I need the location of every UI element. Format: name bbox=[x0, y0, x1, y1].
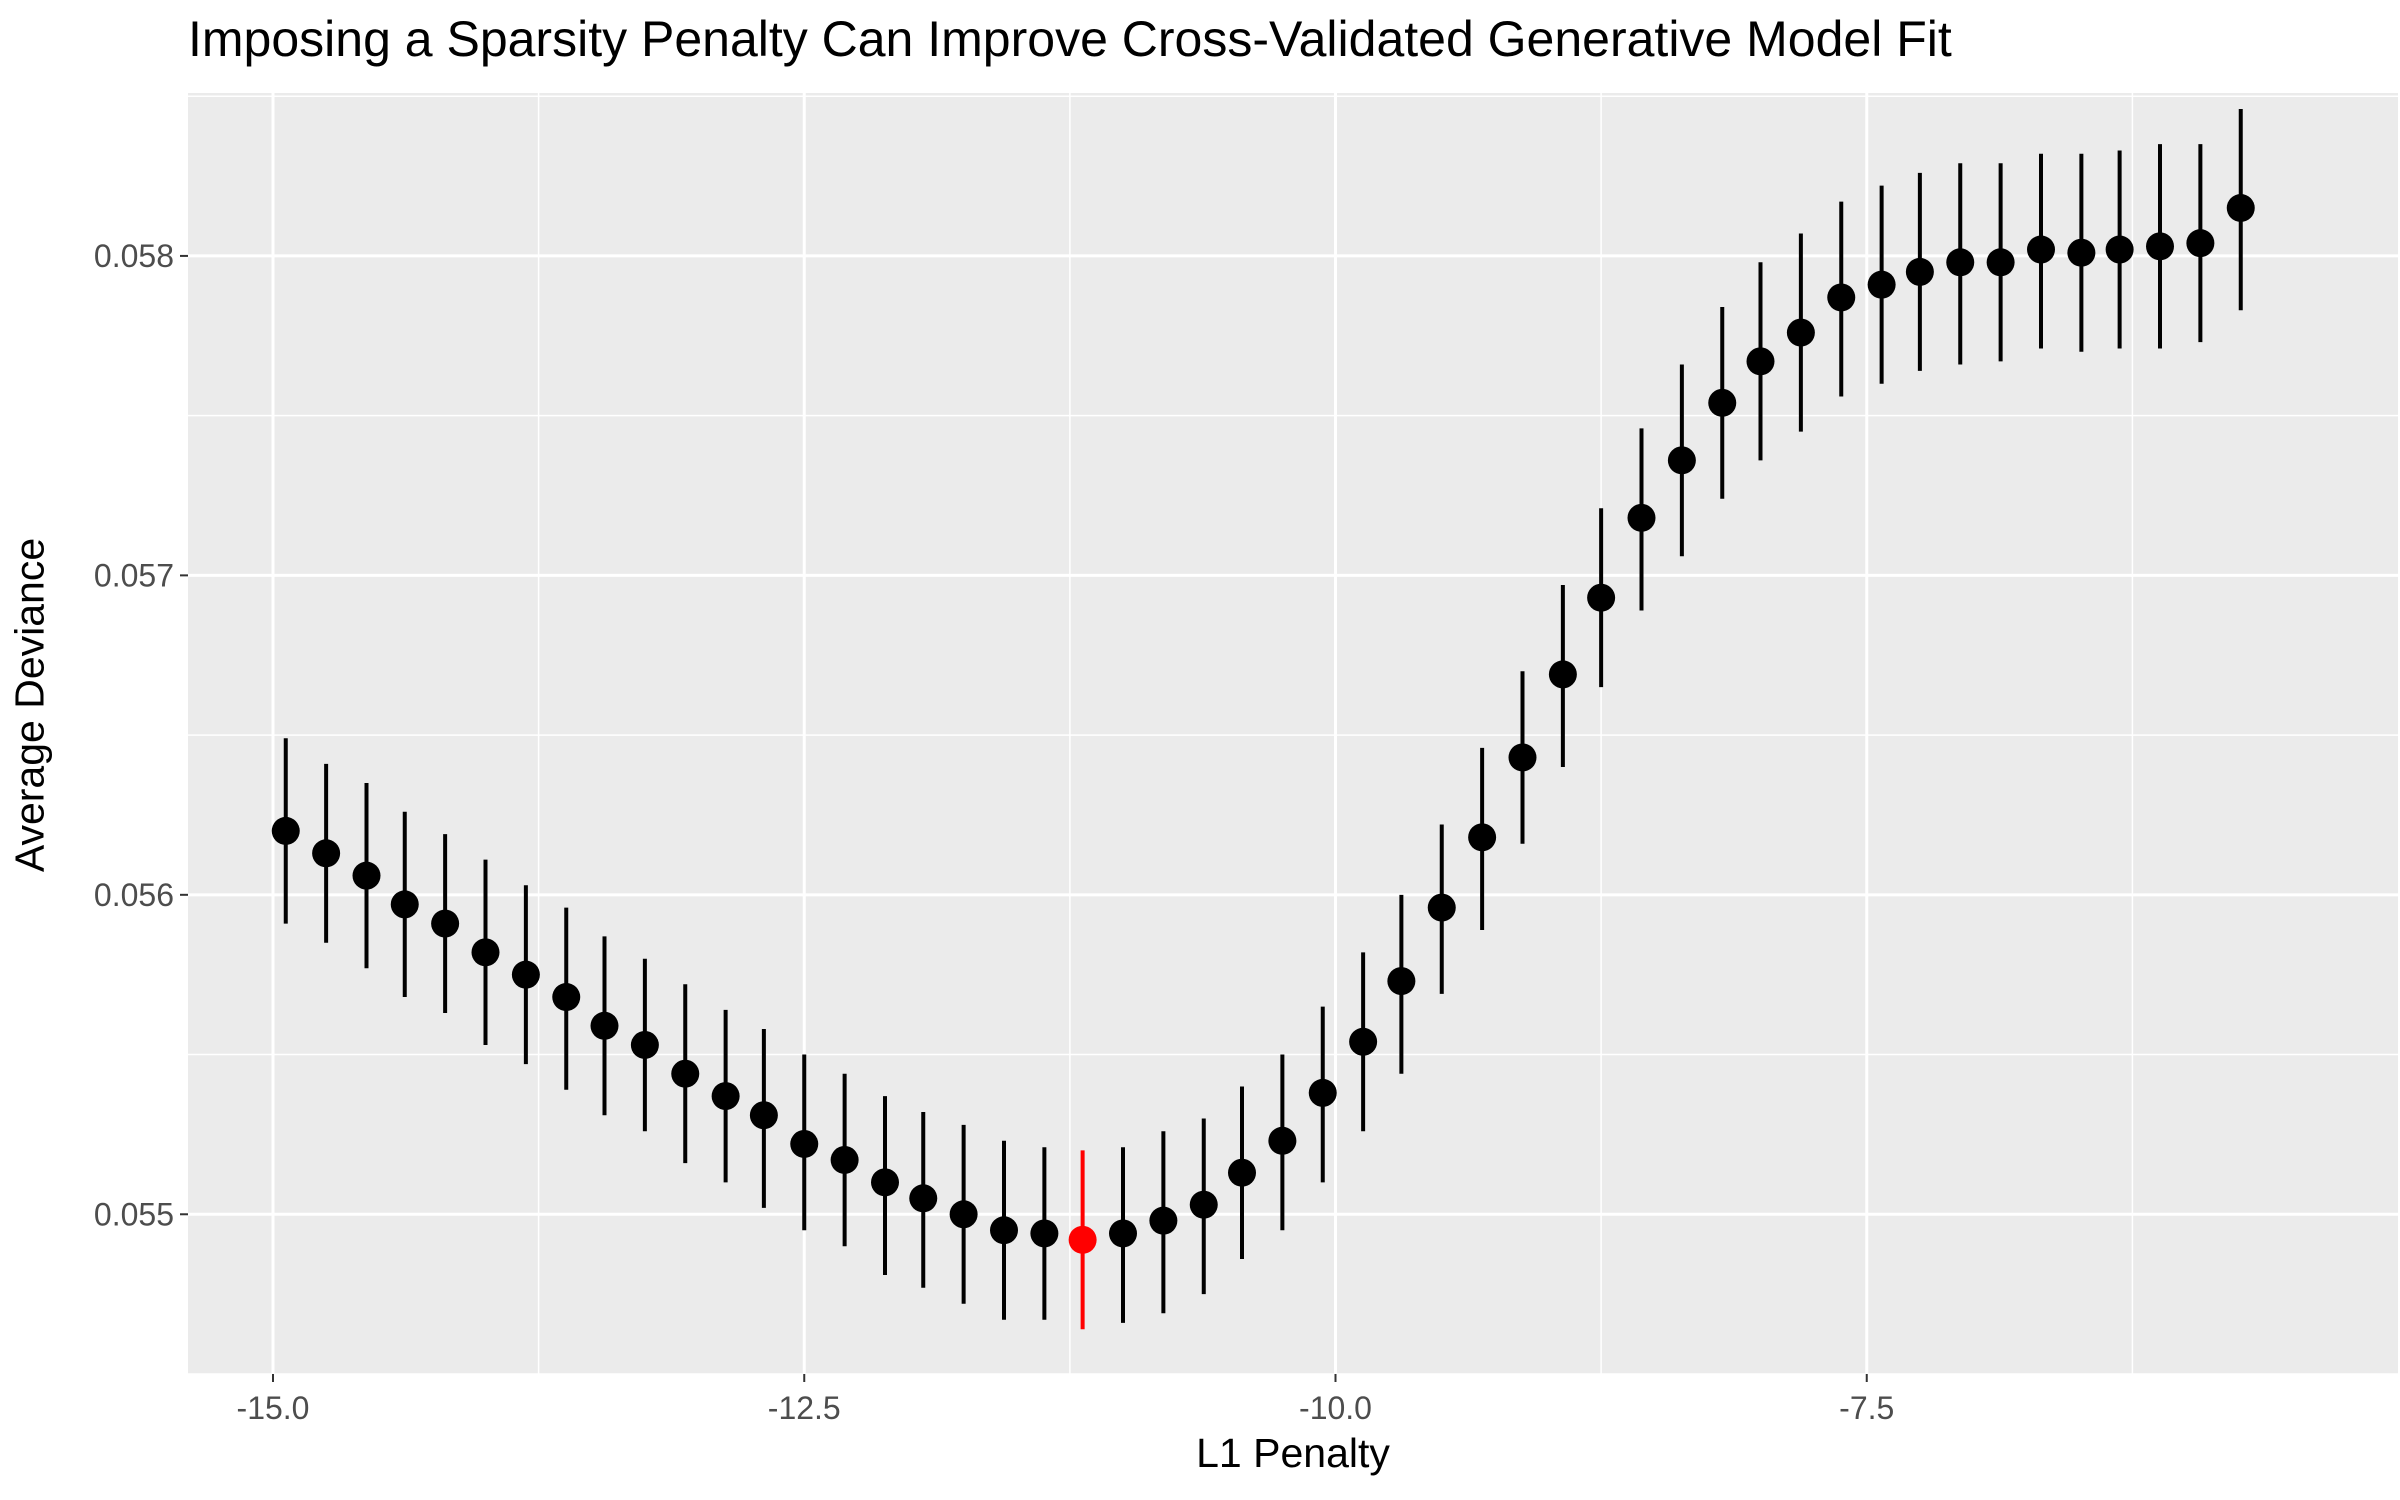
data-point bbox=[1587, 583, 1616, 612]
plot-panel bbox=[188, 93, 2398, 1374]
data-point bbox=[1905, 257, 1934, 286]
data-point bbox=[1268, 1126, 1297, 1155]
data-point bbox=[1427, 893, 1456, 922]
data-point bbox=[1308, 1078, 1337, 1107]
data-point bbox=[431, 909, 460, 938]
data-point bbox=[1468, 823, 1497, 852]
x-tick-label: -12.5 bbox=[768, 1390, 841, 1426]
data-point bbox=[1946, 248, 1975, 277]
data-point bbox=[1548, 660, 1577, 689]
data-point bbox=[552, 983, 581, 1012]
x-tick-label: -7.5 bbox=[1839, 1390, 1894, 1426]
data-point bbox=[1786, 318, 1815, 347]
data-point bbox=[949, 1200, 978, 1229]
y-tick-label: 0.057 bbox=[94, 557, 174, 593]
data-point bbox=[711, 1082, 740, 1111]
data-points bbox=[271, 194, 2255, 1254]
data-point bbox=[352, 861, 381, 890]
chart-title: Imposing a Sparsity Penalty Can Improve … bbox=[188, 11, 1952, 67]
data-point bbox=[1189, 1190, 1218, 1219]
data-point bbox=[312, 839, 341, 868]
x-axis-label: L1 Penalty bbox=[1196, 1430, 1390, 1476]
data-point bbox=[1508, 743, 1537, 772]
y-tick-label: 0.055 bbox=[94, 1196, 174, 1232]
data-point bbox=[1109, 1219, 1137, 1248]
data-point bbox=[1867, 270, 1896, 299]
data-point bbox=[671, 1059, 700, 1088]
y-tick-label: 0.058 bbox=[94, 238, 174, 274]
data-point bbox=[749, 1101, 778, 1130]
data-point bbox=[271, 816, 300, 845]
data-point bbox=[2186, 229, 2215, 258]
x-axis-ticks: -15.0 -12.5 -10.0 -7.5 bbox=[237, 1374, 1894, 1426]
data-point bbox=[1667, 446, 1696, 475]
data-point bbox=[1030, 1219, 1059, 1248]
data-point bbox=[1228, 1158, 1256, 1187]
data-point bbox=[2105, 235, 2134, 264]
data-point bbox=[511, 960, 540, 989]
data-point bbox=[1349, 1027, 1378, 1056]
x-tick-label: -15.0 bbox=[237, 1390, 310, 1426]
data-point bbox=[1387, 967, 1416, 996]
data-point bbox=[1827, 283, 1856, 312]
data-point bbox=[1746, 347, 1775, 376]
data-point bbox=[990, 1216, 1018, 1245]
data-point bbox=[1708, 388, 1737, 417]
data-point bbox=[790, 1129, 819, 1158]
data-point bbox=[2146, 232, 2174, 261]
data-point bbox=[871, 1168, 899, 1197]
x-tick-label: -10.0 bbox=[1299, 1390, 1372, 1426]
data-point bbox=[909, 1184, 938, 1213]
data-point bbox=[630, 1030, 659, 1059]
data-point bbox=[2226, 194, 2255, 223]
min-deviance-point bbox=[1068, 1225, 1097, 1254]
data-point bbox=[1149, 1206, 1178, 1235]
data-point bbox=[1627, 503, 1656, 532]
y-axis-ticks: 0.055 0.056 0.057 0.058 bbox=[94, 238, 188, 1232]
data-point bbox=[590, 1011, 619, 1040]
data-point bbox=[2067, 238, 2096, 267]
data-point bbox=[1986, 248, 2015, 277]
data-point bbox=[471, 938, 500, 967]
data-point bbox=[390, 890, 419, 919]
data-point bbox=[2027, 235, 2055, 264]
minor-gridlines bbox=[188, 93, 2398, 1375]
data-point bbox=[830, 1145, 859, 1174]
y-tick-label: 0.056 bbox=[94, 877, 174, 913]
